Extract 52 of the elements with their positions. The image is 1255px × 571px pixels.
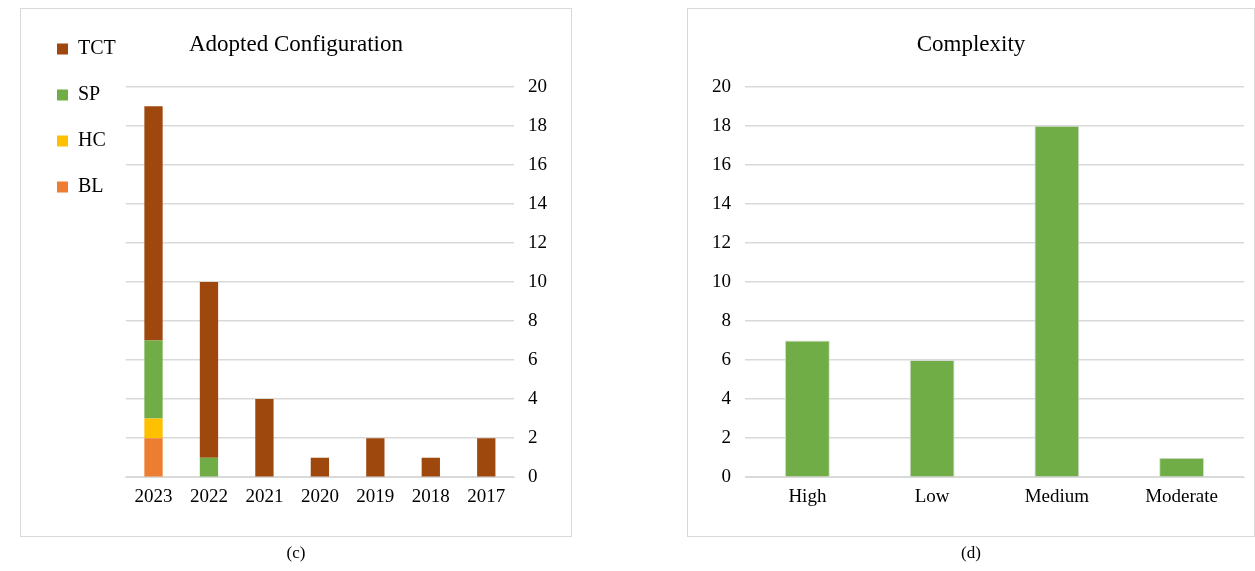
y-tick-label: 18	[528, 113, 547, 135]
y-tick-label: 6	[528, 348, 538, 369]
chart-title: Adopted Configuration	[189, 30, 404, 56]
x-tick-label: High	[788, 484, 827, 506]
bar	[144, 106, 163, 341]
chart-title: Complexity	[916, 30, 1026, 56]
text: (d)	[960, 543, 982, 563]
bar	[255, 399, 274, 477]
legend-label: HC	[78, 128, 106, 151]
y-tick-label: 0	[721, 465, 731, 487]
y-tick-label: 10	[528, 269, 547, 291]
y-tick-label: 4	[528, 387, 538, 409]
y-tick-label: 10	[712, 269, 731, 291]
y-tick-label: 14	[528, 191, 548, 213]
x-tick-label: 2020	[300, 484, 339, 506]
bar	[310, 457, 330, 477]
y-tick-label: 16	[528, 152, 547, 174]
x-tick-label: 2019	[356, 484, 395, 506]
y-tick-label: 12	[528, 230, 547, 252]
bar	[144, 438, 163, 477]
y-tick-label: 2	[528, 426, 538, 448]
x-tick-label: 2023	[134, 484, 173, 506]
legend-label: SP	[78, 82, 101, 105]
y-tick-label: 4	[721, 387, 732, 409]
y-tick-label: 20	[712, 74, 731, 96]
bar	[199, 457, 219, 477]
legend-label: TCT	[78, 36, 116, 59]
bar	[421, 457, 440, 477]
y-tick-label: 14	[712, 191, 732, 213]
legend-label: BL	[78, 174, 104, 197]
y-tick-label: 16	[712, 152, 731, 174]
y-tick-label: 12	[712, 230, 731, 252]
y-tick-label: 8	[528, 308, 538, 330]
x-tick-label: Medium	[1024, 484, 1090, 506]
x-tick-label: 2018	[411, 484, 450, 506]
bar	[199, 281, 219, 458]
x-tick-label: 2021	[245, 484, 284, 506]
bar	[366, 438, 385, 477]
x-tick-label: Low	[914, 484, 950, 506]
x-tick-label: 2017	[467, 484, 506, 506]
y-tick-label: 0	[528, 465, 538, 487]
y-tick-label: 6	[721, 348, 731, 369]
x-tick-label: Moderate	[1145, 484, 1219, 506]
y-tick-label: 18	[712, 113, 731, 135]
bar	[477, 438, 496, 477]
bar	[144, 340, 163, 419]
y-tick-label: 20	[528, 74, 547, 96]
y-tick-label: 2	[721, 426, 731, 448]
bar	[144, 418, 163, 439]
x-tick-label: 2022	[189, 484, 228, 506]
text: (c)	[285, 543, 307, 563]
y-tick-label: 8	[721, 308, 731, 330]
